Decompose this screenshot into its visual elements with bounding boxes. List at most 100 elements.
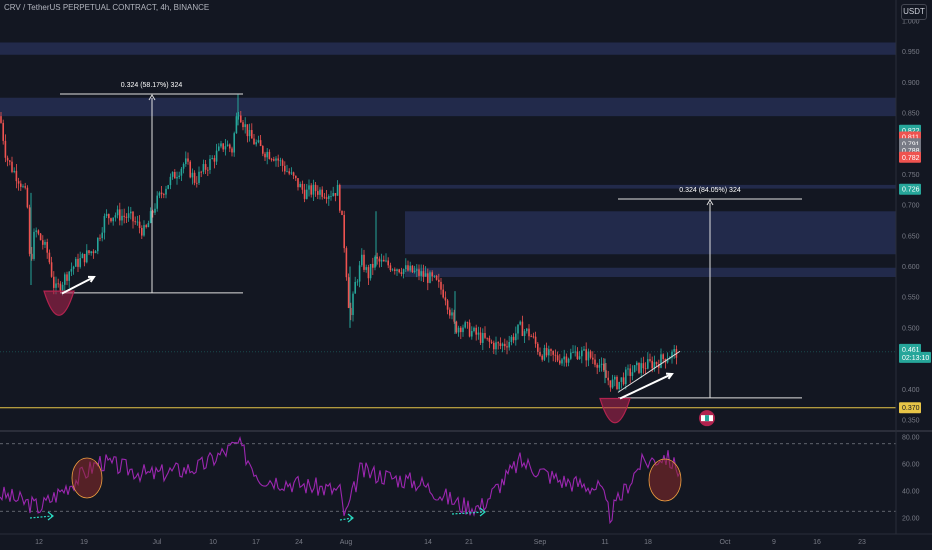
- candle-body: [229, 144, 231, 149]
- candle-body: [455, 321, 458, 333]
- price-tag-label: 0.370: [902, 405, 920, 412]
- candle-body: [154, 208, 156, 213]
- candle-body: [653, 362, 656, 369]
- price-candles: [0, 94, 678, 392]
- candle-body: [361, 254, 363, 266]
- candle-body: [270, 158, 273, 160]
- measure-arrow-head: [706, 199, 714, 206]
- price-tick-label: 0.600: [902, 264, 920, 271]
- candle-body: [523, 331, 526, 336]
- candle-body: [266, 151, 268, 158]
- candle-body: [145, 225, 147, 228]
- measure-arrow-head: [148, 94, 156, 101]
- candle-body: [570, 352, 572, 359]
- candle-body: [31, 253, 33, 259]
- candle-body: [618, 381, 620, 389]
- candle-body: [345, 248, 348, 278]
- candle-body: [152, 211, 154, 213]
- time-tick-label: 12: [35, 539, 43, 546]
- candle-body: [499, 343, 502, 347]
- candle-body: [561, 359, 563, 364]
- candle-body: [493, 342, 495, 350]
- candle-body: [594, 359, 596, 365]
- currency-unit-button[interactable]: USDT: [901, 4, 927, 20]
- candle-body: [554, 354, 557, 356]
- candle-body: [521, 321, 524, 336]
- time-tick-label: Aug: [340, 539, 353, 546]
- price-tag: [899, 402, 921, 414]
- candle-body: [213, 157, 216, 162]
- candle-body: [224, 146, 227, 150]
- candle-body: [66, 274, 68, 281]
- candle-body: [301, 183, 304, 190]
- candle-body: [189, 161, 191, 178]
- candle-body: [295, 175, 297, 179]
- candle-body: [259, 140, 262, 147]
- time-tick-label: 14: [424, 539, 432, 546]
- candle-body: [385, 260, 387, 262]
- candle-body: [61, 284, 64, 291]
- candle-body: [325, 197, 328, 199]
- measure-label: 0.324 (58.17%) 324: [121, 82, 183, 89]
- time-tick-label: 23: [858, 539, 866, 546]
- candle-body: [548, 349, 550, 356]
- candle-body: [534, 336, 537, 344]
- candle-body: [378, 258, 381, 262]
- candle-body: [9, 160, 11, 162]
- cup-shape: [599, 397, 631, 424]
- candle-body: [605, 370, 607, 378]
- candle-body: [383, 259, 385, 262]
- candle-body: [11, 161, 13, 172]
- candle-body: [380, 259, 383, 262]
- candle-body: [167, 185, 169, 189]
- candle-body: [235, 116, 238, 134]
- candle-body: [83, 253, 86, 263]
- time-tick-label: 11: [601, 539, 608, 546]
- candle-body: [574, 351, 576, 353]
- candle-body: [160, 192, 163, 195]
- candle-body: [374, 256, 376, 268]
- candle-body: [405, 265, 407, 270]
- candle-body: [169, 176, 172, 186]
- price-tick-label: 0.700: [902, 203, 920, 210]
- candle-body: [132, 211, 134, 222]
- candle-body: [563, 356, 565, 360]
- candle-body: [477, 332, 480, 335]
- candle-body: [556, 355, 559, 361]
- annotations: 0.324 (58.17%) 324 0.324 (84.05%) 324: [0, 82, 896, 427]
- event-flag-icon-stripe: [705, 415, 709, 422]
- time-tick-label: 21: [465, 539, 473, 546]
- candle-body: [319, 189, 321, 195]
- price-tick-label: 0.550: [902, 295, 920, 302]
- candle-body: [622, 377, 625, 385]
- candle-body: [156, 195, 158, 209]
- candle-body: [444, 297, 447, 301]
- rsi-highlight-circle: [71, 457, 103, 499]
- candle-body: [242, 122, 244, 128]
- candle-body: [191, 172, 194, 178]
- candle-body: [209, 158, 211, 170]
- candle-body: [490, 341, 493, 343]
- price-tag-label: 0.461: [902, 347, 920, 354]
- candle-body: [70, 268, 73, 272]
- zone-1: [0, 97, 896, 117]
- rsi-tick-label: 40.00: [902, 489, 920, 496]
- candle-body: [387, 260, 389, 266]
- candle-body: [435, 275, 438, 280]
- candle-body: [165, 188, 167, 195]
- candle-body: [44, 241, 46, 245]
- candle-body: [466, 322, 469, 324]
- candle-body: [200, 171, 202, 173]
- candle-body: [297, 178, 299, 188]
- candle-body: [609, 380, 612, 388]
- candle-body: [336, 184, 339, 196]
- candle-body: [416, 269, 418, 271]
- candle-body: [475, 327, 477, 335]
- rsi-tick-label: 60.00: [902, 462, 920, 469]
- candle-body: [411, 265, 414, 273]
- candle-body: [321, 189, 323, 197]
- candle-body: [110, 218, 112, 222]
- candle-body: [376, 256, 378, 259]
- dotted-arrow-head: [47, 511, 54, 521]
